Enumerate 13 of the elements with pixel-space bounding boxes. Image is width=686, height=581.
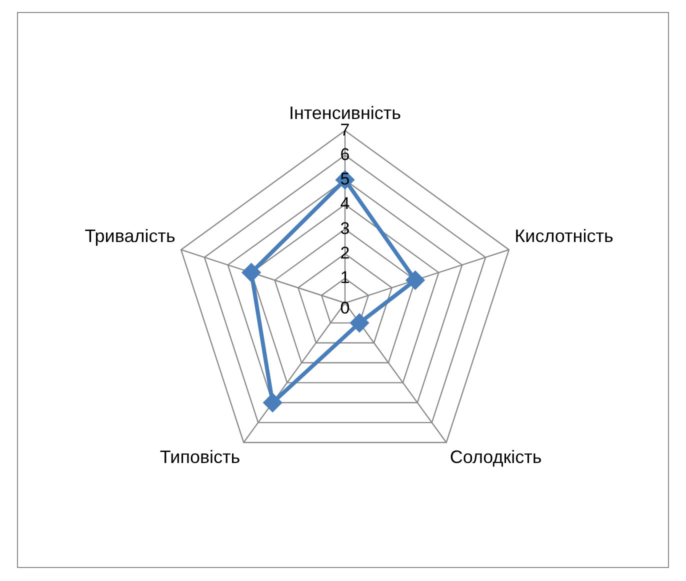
spoke-label: Тривалість xyxy=(84,226,176,246)
y-tick-label: 4 xyxy=(340,194,350,214)
y-tick-label: 6 xyxy=(340,144,350,164)
y-tick-label: 3 xyxy=(340,218,350,238)
y-tick-label: 2 xyxy=(340,243,350,262)
y-tick-label: 1 xyxy=(340,268,350,288)
spoke-label: Типовість xyxy=(160,447,240,468)
y-tick-label: 5 xyxy=(340,170,350,189)
y-tick-label: 7 xyxy=(340,120,350,140)
y-tick-label: 0 xyxy=(340,298,350,318)
spoke-label: Солодкість xyxy=(450,447,542,468)
spoke-label: Кислотність xyxy=(514,226,614,246)
spoke-label: Інтенсивність xyxy=(288,102,402,123)
